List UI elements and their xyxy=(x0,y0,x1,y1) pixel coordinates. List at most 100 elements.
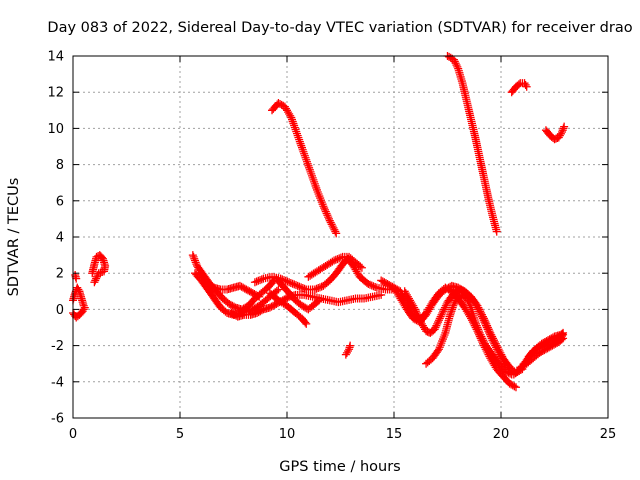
series-track-10 xyxy=(265,289,311,328)
data-point xyxy=(311,181,320,190)
data-point xyxy=(478,314,487,323)
data-point xyxy=(433,346,442,355)
data-point xyxy=(477,310,486,319)
data-point xyxy=(285,278,294,287)
data-point xyxy=(286,111,295,120)
series-track-22 xyxy=(443,52,501,236)
data-point xyxy=(480,318,489,327)
data-point xyxy=(442,299,451,308)
data-point xyxy=(478,334,487,343)
data-point xyxy=(435,314,444,323)
series-track-11 xyxy=(272,274,324,314)
data-point xyxy=(315,283,324,292)
data-point xyxy=(476,330,485,339)
data-point xyxy=(74,285,83,294)
data-point xyxy=(481,319,490,328)
data-point xyxy=(294,133,303,142)
series-track-01 xyxy=(69,283,88,310)
data-point xyxy=(94,269,103,278)
y-axis-label: SDTVAR / TECUs xyxy=(6,178,22,297)
data-point xyxy=(325,216,334,225)
x-tick-label: 25 xyxy=(600,427,617,442)
data-point xyxy=(416,318,425,327)
data-point xyxy=(295,135,304,144)
data-point xyxy=(287,113,296,122)
data-point xyxy=(307,169,316,178)
data-point xyxy=(410,303,419,312)
data-point xyxy=(557,329,566,338)
data-point xyxy=(371,282,380,291)
data-point xyxy=(188,251,197,260)
data-point xyxy=(290,123,299,132)
chart-title: Day 083 of 2022, Sidereal Day-to-day VTE… xyxy=(47,20,632,36)
data-point xyxy=(252,277,261,286)
data-point xyxy=(479,316,488,325)
data-point xyxy=(410,305,419,314)
data-point xyxy=(473,323,482,332)
series-track-18 xyxy=(422,290,516,379)
data-point xyxy=(324,214,333,223)
data-point xyxy=(299,147,308,156)
data-point xyxy=(310,177,319,186)
data-point xyxy=(411,307,420,316)
data-point xyxy=(328,257,337,266)
y-tick-label: 4 xyxy=(56,231,64,246)
data-point xyxy=(415,314,424,323)
data-point xyxy=(408,299,417,308)
data-point xyxy=(91,276,100,285)
data-point xyxy=(430,325,439,334)
data-point xyxy=(301,318,310,327)
data-point xyxy=(300,284,309,293)
data-point xyxy=(486,330,495,339)
data-point xyxy=(272,286,281,295)
data-point xyxy=(482,323,491,332)
series-track-09 xyxy=(250,254,398,294)
data-point xyxy=(479,336,488,345)
data-point xyxy=(453,62,462,71)
y-tick-label: 8 xyxy=(56,158,64,173)
y-tick-label: 14 xyxy=(47,50,64,65)
x-axis-label: GPS time / hours xyxy=(279,459,400,475)
data-point xyxy=(478,312,487,321)
data-point xyxy=(296,139,305,148)
data-point xyxy=(558,126,567,135)
data-point xyxy=(312,284,321,293)
data-point xyxy=(92,272,101,281)
data-point xyxy=(356,262,365,271)
data-point xyxy=(475,307,484,316)
data-point xyxy=(302,157,311,166)
data-point xyxy=(290,280,299,289)
data-point xyxy=(330,256,339,265)
data-point xyxy=(92,274,101,283)
data-point xyxy=(343,347,352,356)
data-point xyxy=(416,316,425,325)
data-point xyxy=(366,280,375,289)
x-tick-label: 10 xyxy=(279,427,296,442)
data-point xyxy=(522,82,531,91)
data-point xyxy=(514,80,523,89)
series-track-12 xyxy=(304,252,366,281)
data-point xyxy=(474,305,483,314)
data-point xyxy=(475,328,484,337)
data-point xyxy=(440,303,449,312)
data-point xyxy=(254,276,263,285)
data-point xyxy=(309,175,318,184)
data-point xyxy=(326,218,335,227)
data-point xyxy=(492,227,501,236)
data-point xyxy=(471,318,480,327)
data-point xyxy=(367,281,376,290)
x-tick-label: 5 xyxy=(176,427,184,442)
data-point xyxy=(493,347,502,356)
data-point xyxy=(491,341,500,350)
data-point xyxy=(307,171,316,180)
y-tick-label: -6 xyxy=(51,412,64,427)
data-point xyxy=(329,223,338,232)
data-point xyxy=(323,211,332,220)
data-point xyxy=(90,278,99,287)
data-point xyxy=(322,209,331,218)
data-point xyxy=(492,343,501,352)
data-point xyxy=(305,163,314,172)
data-point xyxy=(80,303,89,312)
series-track-07 xyxy=(203,280,264,301)
data-point xyxy=(463,296,472,305)
